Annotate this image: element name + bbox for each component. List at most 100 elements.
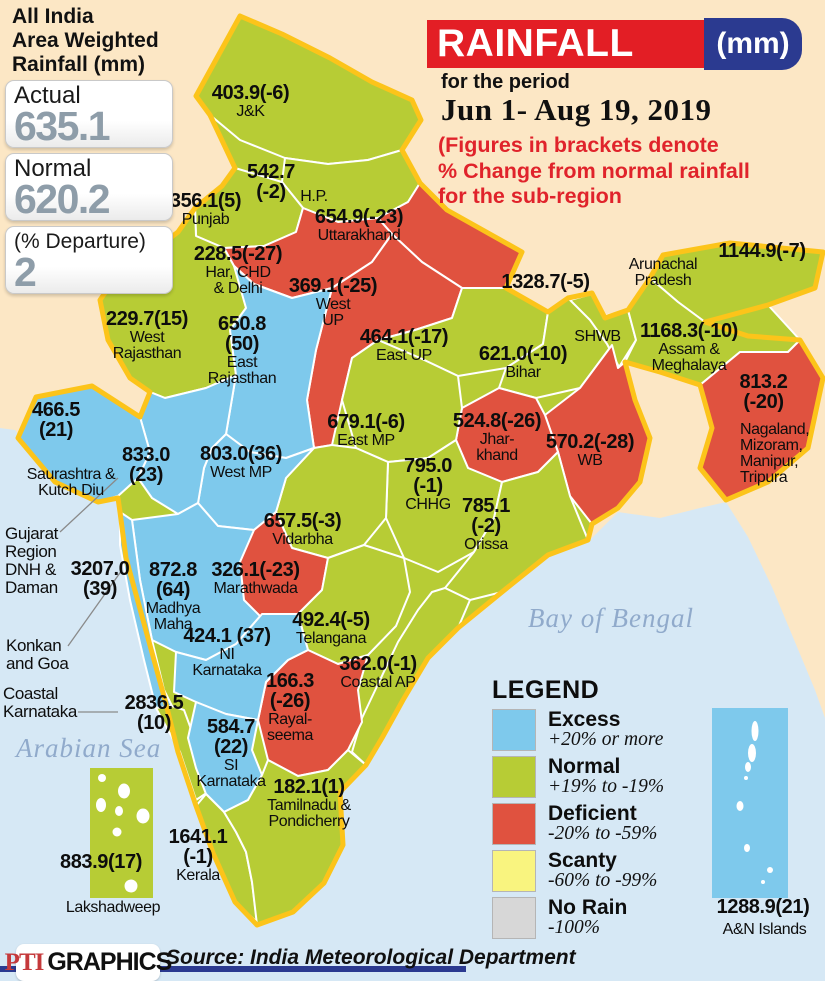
region-label-east-up: 464.1(-17) East UP: [359, 326, 449, 364]
legend-range: -60% to -99%: [548, 870, 658, 891]
legend-label: Deficient: [548, 802, 637, 825]
region-label-madhya-maha: 872.8 (64) Madhya Maha: [145, 559, 201, 633]
region-label-assam-meghalaya: 1168.3(-10) Assam & Meghalaya: [640, 320, 738, 374]
an-islands-box: [712, 708, 788, 898]
konkan-pointer-line: [67, 569, 123, 647]
region-label-coastal-karnataka-value: 2836.5 (10): [124, 692, 184, 734]
region-label-arunachal-name: Arunachal Pradesh: [628, 256, 698, 289]
footer-rule: [0, 966, 466, 972]
period-value: Jun 1- Aug 19, 2019: [441, 92, 712, 127]
note: (Figures in brackets denote % Change fro…: [438, 133, 750, 210]
note-line3: for the sub-region: [438, 184, 622, 208]
actual-label: Actual: [14, 82, 81, 109]
region-label-coastal-karnataka-name: Coastal Karnataka: [3, 684, 77, 721]
region-label-lakshadweep-value: 883.9(17): [59, 851, 142, 873]
note-line1: (Figures in brackets denote: [438, 133, 719, 157]
lakshadweep-inset: [90, 768, 153, 898]
legend-item-scanty: Scanty -60% to -99%: [492, 850, 707, 892]
actual-box: Actual 635.1: [5, 80, 173, 148]
summary-title-line1: All India: [12, 5, 94, 28]
lakshadweep-islands: [96, 774, 150, 893]
legend-title: LEGEND: [492, 676, 600, 704]
region-label-nagaland-value: 813.2 (-20): [739, 371, 788, 413]
region-label-bihar: 621.0(-10) Bihar: [478, 343, 568, 381]
rainfall-title: RAINFALL: [437, 22, 634, 65]
legend-item-excess: Excess +20% or more: [492, 709, 707, 751]
legend-range: -20% to -59%: [548, 823, 658, 844]
period-label: for the period: [441, 71, 570, 93]
normal-swatch: [492, 756, 536, 798]
regions: [17, 15, 824, 926]
region-label-punjab: 356.1(5) Punjab: [169, 190, 242, 228]
summary-title-line2: Area Weighted: [12, 29, 159, 52]
legend-item-deficient: Deficient -20% to -59%: [492, 803, 707, 845]
legend-range: +20% or more: [548, 729, 664, 750]
region-label-hp-value: 542.7 (-2): [246, 161, 296, 203]
normal-value: 620.2: [14, 176, 111, 222]
region-label-shwb-name: SHWB: [574, 328, 621, 345]
pti-graphics-logo: PTI GRAPHICS: [5, 944, 172, 981]
region-label-arunachal-value: 1144.9(-7): [718, 240, 806, 262]
sea: [0, 428, 825, 981]
legend: LEGEND Excess +20% or more Normal +19% to …: [492, 676, 707, 944]
region-label-east-rajasthan: 650.8 (50) East Rajasthan: [207, 313, 277, 387]
region-label-uttarakhand: 654.9(-23) Uttarakhand: [314, 206, 404, 244]
region-label-jharkhand: 524.8(-26) Jhar-khand: [452, 410, 542, 464]
arabian-sea-label: Arabian Sea: [16, 733, 162, 763]
region-label-telangana: 492.4(-5) Telangana: [292, 609, 370, 647]
unit-banner: (mm): [704, 18, 802, 70]
legend-range: +19% to -19%: [548, 776, 665, 797]
norain-swatch: [492, 897, 536, 939]
region-label-wb: 570.2(-28) WB: [545, 431, 635, 469]
region-label-kerala: 1641.1 (-1) Kerala: [168, 826, 228, 884]
region-label-konkan-value: 3207.0 (39): [70, 558, 130, 600]
source-credit: Source: India Meteorological Department: [166, 946, 576, 969]
region-label-tamilnadu: 182.1(1) Tamilnadu & Pondicherry: [267, 776, 351, 830]
note-line2: % Change from normal rainfall: [438, 158, 750, 183]
region-label-vidarbha: 657.5(-3) Vidarbha: [263, 510, 342, 548]
legend-label: Excess: [548, 708, 621, 731]
region-label-hp-name: H.P.: [300, 188, 328, 205]
region-label-coastal-ap: 362.0(-1) Coastal AP: [339, 653, 417, 691]
region-label-west-mp: 803.0(36) West MP: [199, 443, 282, 481]
bay-of-bengal-label: Bay of Bengal: [528, 603, 694, 633]
summary-title-line3: Rainfall (mm): [12, 53, 146, 76]
an-islands-inset: [712, 708, 788, 898]
region-label-konkan-name: Konkan and Goa: [6, 636, 69, 673]
region-label-gujarat-value: 833.0 (23): [121, 444, 171, 486]
excess-swatch: [492, 709, 536, 751]
pti-logo-text: PTI: [4, 948, 45, 976]
scanty-swatch: [492, 850, 536, 892]
deficient-swatch: [492, 803, 536, 845]
region-label-gujarat-name: Gujarat Region DNH & Daman: [5, 524, 58, 597]
region-label-shwb-value: 1328.7(-5): [501, 271, 590, 293]
region-label-saurashtra-name: Saurashtra & Kutch Diu: [26, 466, 116, 499]
india-outline: [15, 13, 825, 928]
legend-label: Scanty: [548, 849, 617, 872]
unit-label: (mm): [716, 27, 790, 60]
region-label-jk: 403.9(-6) J&K: [211, 82, 290, 120]
pointer-lines: [59, 477, 123, 713]
region-label-an-islands-name: A&N Islands: [722, 921, 807, 938]
region-label-nagaland-name: Nagaland, Mizoram, Manipur, Tripura: [740, 421, 810, 486]
normal-box: Normal 620.2: [5, 153, 173, 221]
region-label-west-up: 369.1(-25) West UP: [288, 275, 378, 329]
region-label-chhg: 795.0 (-1) CHHG: [403, 455, 453, 513]
legend-label: No Rain: [548, 896, 628, 919]
legend-label: Normal: [548, 755, 621, 778]
region-label-orissa: 785.1 (-2) Orissa: [461, 495, 511, 553]
summary-title: All India Area Weighted Rainfall (mm): [12, 5, 159, 77]
region-label-an-islands-value: 1288.9(21): [716, 896, 810, 918]
region-label-si-karnataka: 584.7 (22) SI Karnataka: [196, 716, 266, 790]
region-label-west-rajasthan: 229.7(15) West Rajasthan: [105, 308, 188, 362]
departure-value: 2: [14, 249, 37, 295]
region-label-lakshadweep-name: Lakshadweep: [65, 899, 161, 916]
region-label-har-chd-delhi: 228.5(-27) Har, CHD & Delhi: [193, 243, 283, 297]
graphics-logo-text: GRAPHICS: [47, 948, 172, 976]
region-label-east-mp: 679.1(-6) East MP: [327, 411, 405, 449]
rainfall-banner: RAINFALL: [427, 20, 704, 68]
departure-box: (% Departure) 2: [5, 226, 173, 294]
region-label-saurashtra-value: 466.5 (21): [31, 399, 81, 441]
